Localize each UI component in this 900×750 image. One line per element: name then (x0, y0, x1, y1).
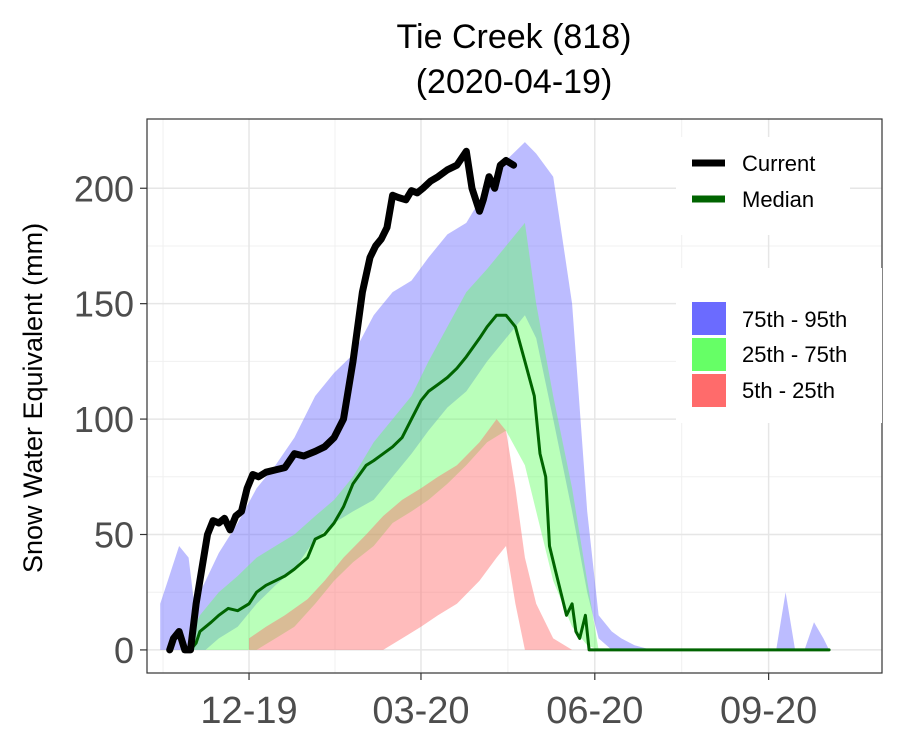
legend-current-label: Current (742, 151, 815, 176)
legend-bands: 75th - 95th 25th - 75th 5th - 25th (676, 268, 882, 423)
y-tick-label: 150 (74, 284, 134, 325)
legend-band-75-95-key (692, 302, 726, 335)
legend-band-5-25-key (692, 374, 726, 407)
chart-subtitle: (2020-04-19) (416, 63, 613, 101)
y-tick-label: 100 (74, 399, 134, 440)
x-tick-label: 06-20 (546, 690, 643, 732)
legend-band-75-95-label: 75th - 95th (742, 307, 847, 332)
legend-lines-background (676, 137, 850, 235)
x-tick-label: 09-20 (720, 690, 817, 732)
legend-band-25-75-label: 25th - 75th (742, 342, 847, 367)
y-tick-label: 50 (94, 515, 134, 556)
legend-band-25-75-key (692, 338, 726, 371)
y-axis-label: Snow Water Equivalent (mm) (18, 223, 48, 573)
y-axis-ticks: 0 50 100 150 200 (74, 168, 147, 671)
x-tick-label: 03-20 (372, 690, 469, 732)
band-25-75 (188, 222, 599, 650)
percentile-bands (160, 142, 830, 650)
band-75-95 (160, 142, 830, 650)
legend-band-5-25-label: 5th - 25th (742, 378, 835, 403)
chart-title: Tie Creek (818) (397, 18, 632, 56)
y-tick-label: 200 (74, 168, 134, 209)
legend-median-label: Median (742, 187, 814, 212)
band-5-25 (249, 419, 573, 650)
legend-lines: Current Median (676, 137, 850, 235)
series-line-median (189, 313, 831, 652)
x-tick-label: 12-19 (200, 690, 297, 732)
series-line-current (166, 147, 518, 654)
series-lines (166, 147, 831, 654)
y-tick-label: 0 (114, 630, 134, 671)
x-axis-ticks: 12-19 03-20 06-20 09-20 (200, 673, 817, 732)
